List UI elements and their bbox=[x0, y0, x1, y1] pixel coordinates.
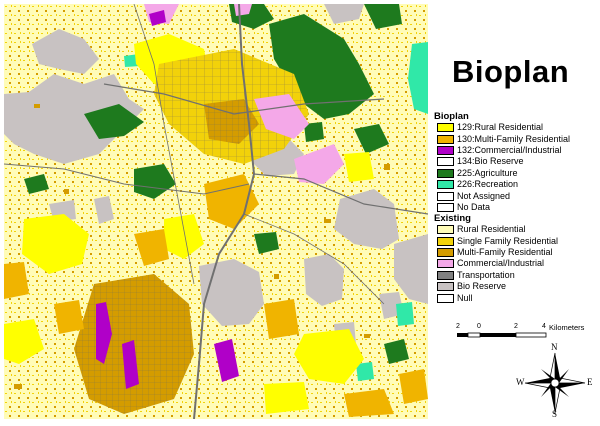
legend-item: Bio Reserve bbox=[434, 281, 594, 292]
scale-tick-label: 4 bbox=[542, 323, 546, 330]
legend-item: 225:Agriculture bbox=[434, 168, 594, 179]
legend-label: Not Assigned bbox=[457, 190, 511, 201]
existing-legend-list: Rural Residential Single Family Residenti… bbox=[434, 224, 594, 304]
scale-tick-label: 2 bbox=[514, 323, 518, 330]
legend-swatch bbox=[437, 270, 454, 280]
legend-label: 132:Commercial/Industrial bbox=[457, 144, 562, 155]
legend-swatch bbox=[437, 248, 454, 258]
legend-swatch bbox=[437, 168, 454, 178]
legend-label: No Data bbox=[457, 201, 491, 212]
legend-item: Single Family Residential bbox=[434, 236, 594, 247]
legend-swatch bbox=[437, 191, 454, 201]
legend-label: Bio Reserve bbox=[457, 281, 507, 292]
legend-label: 134:Bio Reserve bbox=[457, 156, 524, 167]
legend-label: 225:Agriculture bbox=[457, 167, 518, 178]
legend-label: Single Family Residential bbox=[457, 235, 559, 246]
scale-bar-graphic bbox=[457, 332, 547, 338]
legend-label: Commercial/Industrial bbox=[457, 258, 545, 269]
legend-item: 226:Recreation bbox=[434, 179, 594, 190]
existing-heading: Existing bbox=[434, 213, 471, 225]
legend-label: Null bbox=[457, 292, 473, 303]
legend-item: 129:Rural Residential bbox=[434, 122, 594, 133]
legend-item: Transportation bbox=[434, 270, 594, 281]
compass-east-label: E bbox=[587, 377, 593, 387]
legend-swatch bbox=[437, 157, 454, 167]
legend-swatch bbox=[437, 180, 454, 190]
legend-item: Null bbox=[434, 292, 594, 303]
commercial-bioplan bbox=[96, 10, 239, 389]
compass-north-label: N bbox=[551, 342, 558, 352]
land-use-map bbox=[4, 4, 428, 419]
legend-swatch bbox=[437, 145, 454, 155]
legend-label: 129:Rural Residential bbox=[457, 122, 544, 133]
bioplan-heading: Bioplan bbox=[434, 111, 469, 122]
legend-label: Transportation bbox=[457, 269, 515, 280]
recreation-areas bbox=[124, 42, 428, 381]
scale-bar: 2 0 2 4 Kilometers bbox=[456, 323, 588, 349]
bioplan-legend-list: 129:Rural Residential 130:Multi-Family Re… bbox=[434, 122, 594, 213]
transportation-network bbox=[4, 4, 428, 419]
legend-swatch bbox=[437, 293, 454, 303]
legend-item: Commercial/Industrial bbox=[434, 258, 594, 269]
compass-south-label: S bbox=[552, 409, 558, 419]
residential-specks bbox=[14, 104, 390, 389]
multi-family-areas bbox=[4, 174, 428, 417]
legend-swatch bbox=[437, 123, 454, 133]
legend-swatch bbox=[437, 282, 454, 292]
scale-tick-label: 2 bbox=[456, 323, 460, 330]
legend-item: 130:Multi-Family Residential bbox=[434, 133, 594, 144]
map-title: Bioplan bbox=[452, 54, 570, 89]
legend-item: Not Assigned bbox=[434, 190, 594, 201]
legend-item: Rural Residential bbox=[434, 224, 594, 235]
compass-rose: N S E W bbox=[514, 342, 596, 421]
scale-tick-label: 0 bbox=[477, 323, 481, 330]
legend-label: Multi-Family Residential bbox=[457, 247, 553, 258]
legend-item: 134:Bio Reserve bbox=[434, 156, 594, 167]
scale-unit-label: Kilometers bbox=[549, 323, 585, 332]
legend-item: No Data bbox=[434, 202, 594, 213]
legend-swatch bbox=[437, 259, 454, 269]
legend-label: Rural Residential bbox=[457, 224, 526, 235]
compass-west-label: W bbox=[516, 377, 525, 387]
legend-swatch bbox=[437, 134, 454, 144]
map-legend: Bioplan 129:Rural Residential 130:Multi-F… bbox=[434, 111, 594, 304]
compass-rose-icon bbox=[524, 352, 586, 414]
legend-item: 132:Commercial/Industrial bbox=[434, 145, 594, 156]
legend-swatch bbox=[437, 202, 454, 212]
legend-swatch bbox=[437, 225, 454, 235]
legend-label: 226:Recreation bbox=[457, 179, 519, 190]
legend-swatch bbox=[437, 236, 454, 246]
legend-label: 130:Multi-Family Residential bbox=[457, 133, 571, 144]
legend-item: Multi-Family Residential bbox=[434, 247, 594, 258]
